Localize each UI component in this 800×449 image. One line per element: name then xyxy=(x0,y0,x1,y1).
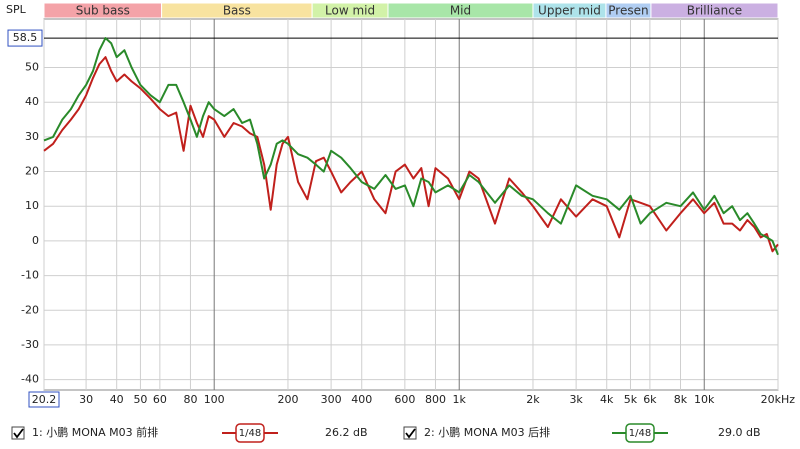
x-tick-label: 20.2 xyxy=(32,393,57,406)
legend-label: 2: 小鹏 MONA M03 后排 xyxy=(424,425,550,439)
x-tick-label: 50 xyxy=(133,393,147,406)
cursor-box xyxy=(7,29,43,47)
band-label: Sub bass xyxy=(76,4,130,18)
band-label: Presen xyxy=(608,4,648,18)
y-tick-label: 20 xyxy=(25,165,39,178)
series-line xyxy=(43,56,779,253)
x-tick-label: 4k xyxy=(600,393,614,406)
x-tick-label: 2k xyxy=(526,393,540,406)
smoothing-box xyxy=(625,423,655,443)
cursor-label: 58.5 xyxy=(13,31,38,44)
x-tick-label: 3k xyxy=(569,393,583,406)
x-tick-label: 40 xyxy=(110,393,124,406)
x-tick-label: 200 xyxy=(277,393,298,406)
level-label: 29.0 dB xyxy=(718,426,761,439)
plot-area xyxy=(43,18,779,391)
legend-check xyxy=(13,428,24,439)
x-tick-label: 80 xyxy=(183,393,197,406)
y-tick-label: 50 xyxy=(25,61,39,74)
band-label: Upper mid xyxy=(538,4,601,18)
x-tick-label: 6k xyxy=(643,393,657,406)
legend-checkbox[interactable] xyxy=(403,426,417,440)
x-tick-label: 300 xyxy=(321,393,342,406)
x-tick-label: 800 xyxy=(425,393,446,406)
smoothing-box xyxy=(235,423,265,443)
x-tick-label: 10k xyxy=(694,393,715,406)
legend-label: 1: 小鹏 MONA M03 前排 xyxy=(32,425,158,439)
band-label: Mid xyxy=(450,4,471,18)
x-tick-label: 30 xyxy=(79,393,93,406)
x-tick-label: 1k xyxy=(453,393,467,406)
legend-check xyxy=(405,428,416,439)
level-label: 26.2 dB xyxy=(325,426,368,439)
x-tick-label: 60 xyxy=(153,393,167,406)
y-tick-label: -10 xyxy=(21,269,39,282)
y-tick-label: 30 xyxy=(25,130,39,143)
x-tick-label: 600 xyxy=(394,393,415,406)
y-tick-label: -30 xyxy=(21,338,39,351)
legend-checkbox[interactable] xyxy=(11,426,25,440)
band xyxy=(650,2,779,19)
y-axis-label: SPL xyxy=(6,3,27,16)
band-label: Brilliance xyxy=(687,4,742,18)
x-tick-label: 400 xyxy=(351,393,372,406)
band-label: Low mid xyxy=(325,4,375,18)
series-line xyxy=(43,37,779,256)
x-start-box xyxy=(28,391,60,408)
y-tick-label: 40 xyxy=(25,95,39,108)
y-tick-label: -20 xyxy=(21,303,39,316)
x-tick-label: 8k xyxy=(674,393,688,406)
band-label: Bass xyxy=(223,4,251,18)
y-tick-label: 10 xyxy=(25,199,39,212)
smoothing-label: 1/48 xyxy=(239,428,261,439)
x-tick-label: 20kHz xyxy=(761,393,796,406)
y-tick-label: 0 xyxy=(32,234,39,247)
x-tick-label: 100 xyxy=(204,393,225,406)
smoothing-label: 1/48 xyxy=(629,428,651,439)
y-tick-label: -40 xyxy=(21,373,39,386)
x-tick-label: 5k xyxy=(624,393,638,406)
